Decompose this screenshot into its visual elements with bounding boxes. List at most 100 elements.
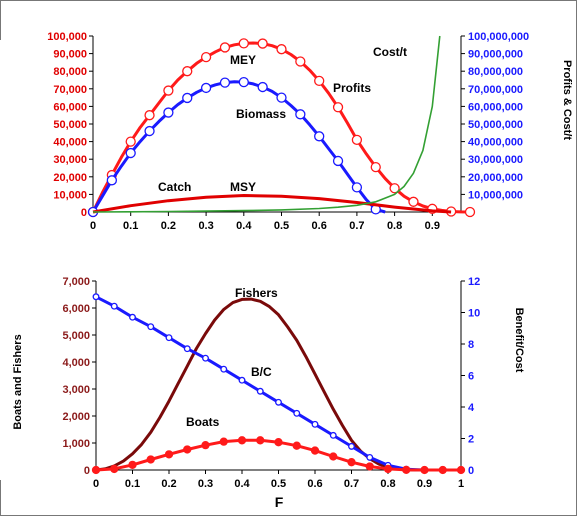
top-right-tick-label: 30,000,000 [468,154,523,166]
bottom-series-fishers-line [95,297,461,472]
top-right-tick-label: 50,000,000 [468,119,523,131]
bottom-point-b-c [348,442,355,450]
bottom-point-b-c [110,302,118,310]
bottom-right-tick-label: 6 [468,371,474,383]
bottom-point-b-c [202,354,209,362]
bottom-point-boats [329,452,338,461]
bottom-left-tick-label: 1,000 [62,438,90,450]
top-left-tick-label: 60,000 [53,101,87,113]
top-x-tick-label: 0.8 [387,220,402,232]
bottom-point-boats [310,446,320,455]
top-left-tick-label: 30,000 [53,154,87,166]
bottom-x-tick-label: 0.3 [198,478,213,490]
top-x-tick-label: 0.9 [425,220,440,232]
top-right-tick-label: 100,000,000 [468,31,529,43]
top-point-biomass [163,107,174,118]
top-point-biomass [314,131,325,142]
bottom-point-boats [274,438,283,447]
top-point-profits [464,206,476,218]
bottom-right-tick-label: 10 [468,308,480,320]
bottom-point-boats [402,465,411,475]
top-left-tick-label: 50,000 [53,119,87,131]
bottom-point-b-c [311,420,319,428]
top-point-biomass [106,175,117,186]
top-point-profits [276,44,287,55]
top-point-biomass [276,92,287,103]
top-point-profits [332,102,344,113]
top-point-profits [257,38,268,49]
top-point-profits [351,134,363,145]
annotation-fishers: Fishers [235,286,278,300]
top-point-biomass [332,155,344,167]
top-series-cost-t-line [92,35,441,213]
top-point-profits [125,136,136,147]
top-point-biomass [295,109,306,120]
top-point-profits [295,56,306,67]
top-left-tick-label: 0 [81,207,87,219]
bottom-point-b-c [329,431,337,439]
bottom-x-tick-label: 1 [458,478,464,490]
annotation-cost-per-t: Cost/t [373,45,407,59]
top-right-tick-label: 70,000,000 [468,84,523,96]
bottom-point-b-c [366,453,374,461]
top-point-biomass [182,92,193,104]
bottom-point-boats [91,465,101,475]
bottom-right-tick-label: 0 [468,465,474,477]
top-left-tick-label: 100,000 [47,31,87,43]
bottom-point-b-c [238,376,246,384]
bottom-left-axis-label: Boats and Fishers [12,334,24,429]
top-point-biomass [125,147,136,159]
top-left-tick-label: 10,000 [53,189,87,201]
top-series-catch-line [92,194,452,214]
top-x-tick-label: 0 [90,220,96,232]
bottom-point-boats [237,436,247,445]
top-point-profits [408,196,419,207]
bottom-point-b-c [220,365,228,373]
bottom-point-b-c [275,398,282,406]
bottom-chart: 0 1,000 2,000 3,000 4,000 5,000 6,000 7,000 0 2 4 6… [62,276,480,490]
bottom-point-boats [383,464,393,474]
top-point-biomass [238,76,249,88]
top-point-profits [163,85,174,96]
bottom-point-b-c [293,409,301,417]
bottom-x-tick-label: 0.8 [380,478,395,490]
top-point-biomass [219,77,231,88]
bottom-left-tick-label: 3,000 [62,384,90,396]
bottom-right-tick-label: 2 [468,434,474,446]
bottom-left-tick-label: 6,000 [62,303,90,315]
top-x-tick-label: 0.2 [161,220,176,232]
annotation-msy: MSY [230,180,256,194]
bottom-point-boats [201,441,210,450]
annotation-catch: Catch [158,180,191,194]
top-point-profits [389,183,400,194]
bottom-x-tick-label: 0.9 [417,478,432,490]
bottom-point-b-c [165,334,173,342]
top-right-tick-label: 90,000,000 [468,49,523,61]
bottom-point-boats [128,460,137,470]
top-point-profits [200,51,212,63]
bottom-point-boats [110,464,119,474]
top-point-profits [144,110,155,121]
bottom-x-axis-label: F [275,494,284,510]
bottom-point-b-c [183,345,191,353]
bottom-x-tick-label: 0.5 [271,478,286,490]
top-point-profits [219,42,231,53]
top-right-axis-label: Profits & Cost/t [561,60,573,140]
bottom-point-boats [164,450,174,459]
top-right-tick-label: 60,000,000 [468,101,523,113]
top-left-tick-label: 80,000 [53,66,87,78]
bottom-point-boats [347,458,356,467]
top-left-tick-label: 40,000 [53,137,87,149]
bottom-point-boats [456,465,466,475]
bottom-left-tick-label: 7,000 [62,276,90,288]
bottom-point-boats [365,462,374,471]
bottom-right-tick-label: 4 [468,402,475,414]
bottom-point-boats [438,465,447,475]
bottom-x-tick-label: 0.4 [234,478,250,490]
bottom-point-boats [146,455,155,464]
top-right-tick-label: 20,000,000 [468,172,523,184]
top-point-biomass [351,182,363,193]
bottom-x-tick-label: 0 [93,478,99,490]
bottom-left-tick-label: 5,000 [62,330,90,342]
